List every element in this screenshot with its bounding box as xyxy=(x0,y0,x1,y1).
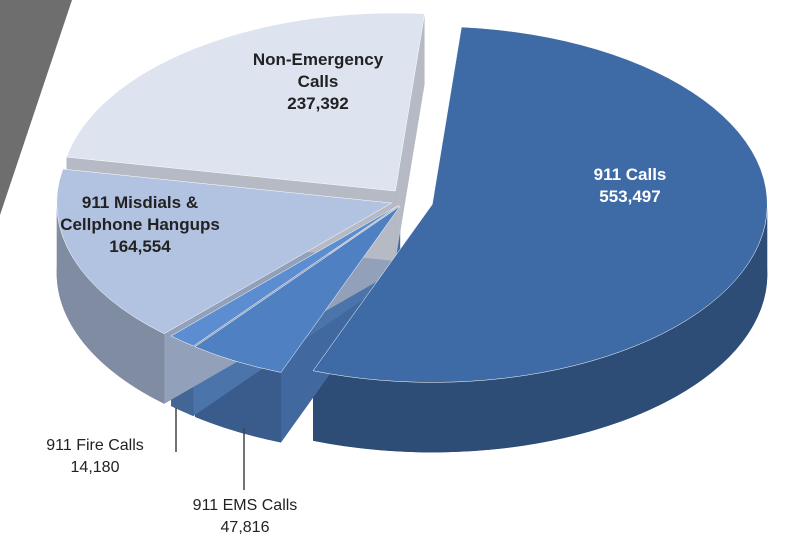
value-label: 47,816 xyxy=(220,519,270,536)
background-stripe xyxy=(0,0,72,215)
pie-slice xyxy=(56,168,393,334)
slice-tops xyxy=(56,12,768,383)
category-label: 911 EMS Calls xyxy=(192,497,298,514)
slice-label: 911 Misdials & Cellphone Hangups 164,554 xyxy=(40,192,240,258)
slice-wall xyxy=(313,204,768,453)
pie-slice xyxy=(170,205,399,347)
pie-slice xyxy=(312,26,768,383)
value-label: 237,392 xyxy=(287,94,349,113)
slice-label: 911 EMS Calls 47,816 xyxy=(145,495,345,539)
category-label: 911 Calls xyxy=(593,165,667,184)
value-label: 14,180 xyxy=(70,459,120,476)
slice-label: Non-Emergency Calls 237,392 xyxy=(243,49,393,115)
value-label: 553,497 xyxy=(599,187,661,206)
slice-edge xyxy=(395,13,425,262)
category-label: 911 Fire Calls xyxy=(46,437,144,454)
category-label: Non-Emergency Calls xyxy=(252,50,384,91)
slice-label: 911 Calls 553,497 xyxy=(550,164,710,208)
pie-slice xyxy=(66,12,425,192)
category-label: 911 Misdials & Cellphone Hangups xyxy=(60,193,220,234)
slice-label: 911 Fire Calls 14,180 xyxy=(10,435,180,479)
pie-slice xyxy=(194,205,401,373)
slice-wall xyxy=(56,203,165,404)
value-label: 164,554 xyxy=(109,237,171,256)
